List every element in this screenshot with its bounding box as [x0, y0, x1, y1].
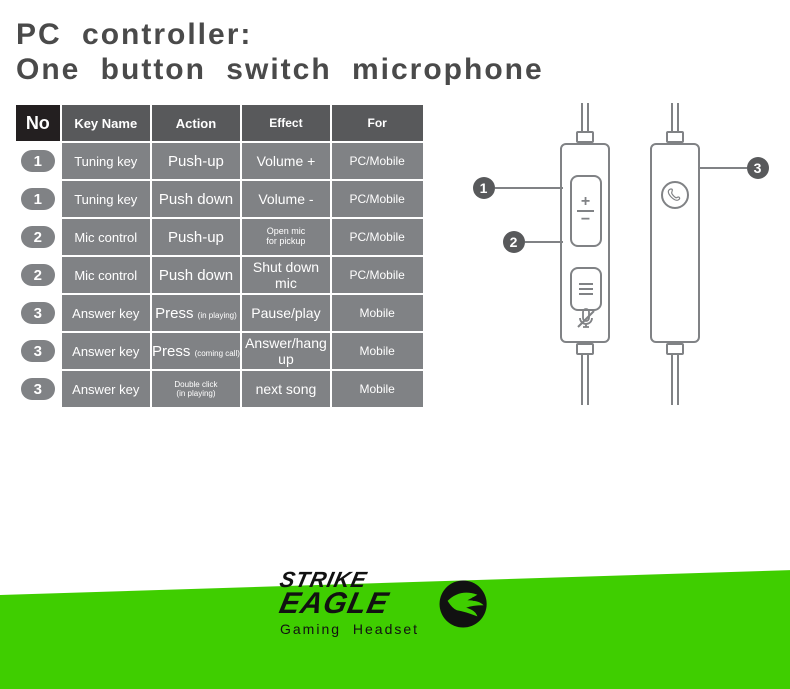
- switch-line: [579, 283, 593, 285]
- for-cell: PC/Mobile: [332, 219, 423, 255]
- for-cell: PC/Mobile: [332, 257, 423, 293]
- effect-cell: Volume +: [242, 143, 330, 179]
- mic-switch: [570, 267, 602, 311]
- table-body: 1Tuning keyPush-upVolume +PC/Mobile1Tuni…: [16, 143, 423, 407]
- key-name-cell: Answer key: [62, 371, 150, 407]
- row-number-pill: 3: [21, 340, 55, 362]
- row-number-cell: 1: [16, 181, 60, 217]
- row-number-pill: 2: [21, 226, 55, 248]
- title-area: PC controller: One button switch microph…: [0, 0, 790, 87]
- table-header-cell: For: [332, 105, 423, 141]
- effect-cell: next song: [242, 371, 330, 407]
- table-header-cell: No: [16, 105, 60, 141]
- key-name-cell: Answer key: [62, 333, 150, 369]
- for-cell: Mobile: [332, 371, 423, 407]
- brand-block: STRIKE EAGLE Gaming Headset: [280, 571, 491, 637]
- main-content-row: NoKey NameActionEffectFor 1Tuning keyPus…: [0, 87, 790, 409]
- table-row: 3 Answer keyDouble click(in playing)next …: [16, 371, 423, 407]
- callout-dot-3: 3: [747, 157, 769, 179]
- controller-pod-back: [650, 143, 700, 343]
- brand-subtitle: Gaming Headset: [280, 621, 419, 637]
- action-cell: Push-up: [152, 143, 240, 179]
- callout-dot-1: 1: [473, 177, 495, 199]
- plus-icon: +: [581, 194, 590, 210]
- controller-diagram: + −: [455, 103, 790, 403]
- key-name-cell: Mic control: [62, 257, 150, 293]
- row-number-cell: 1: [16, 143, 60, 179]
- callout-lead: [525, 241, 563, 243]
- row-number-cell: 3: [16, 295, 60, 331]
- action-cell: Double click(in playing): [152, 371, 240, 407]
- effect-cell: Answer/hang up: [242, 333, 330, 369]
- title-line-1: PC controller:: [16, 18, 790, 53]
- brand-line-2: EAGLE: [277, 590, 422, 617]
- controller-pod-front: + −: [560, 143, 610, 343]
- effect-cell: Volume -: [242, 181, 330, 217]
- table-row: 3 Answer keyPress (coming call)Answer/han…: [16, 333, 423, 369]
- effect-cell: Pause/play: [242, 295, 330, 331]
- table-row: 1 Tuning keyPush-upVolume +PC/Mobile: [16, 143, 423, 179]
- answer-button: [661, 181, 689, 209]
- row-number-pill: 1: [21, 188, 55, 210]
- callout-label: 2: [510, 234, 518, 250]
- for-cell: Mobile: [332, 333, 423, 369]
- wire: [581, 355, 589, 405]
- callout-dot-2: 2: [503, 231, 525, 253]
- table-row: 1 Tuning keyPush downVolume -PC/Mobile: [16, 181, 423, 217]
- callout-lead: [699, 167, 747, 169]
- for-cell: PC/Mobile: [332, 143, 423, 179]
- table-head: NoKey NameActionEffectFor: [16, 105, 423, 141]
- footer-bg: STRIKE EAGLE Gaming Headset: [0, 549, 790, 689]
- switch-line: [579, 293, 593, 295]
- wire-cap: [576, 131, 594, 143]
- table-row: 3 Answer keyPress (in playing)Pause/playM…: [16, 295, 423, 331]
- row-number-pill: 3: [21, 302, 55, 324]
- eagle-logo-icon: [429, 573, 491, 635]
- minus-icon: −: [581, 212, 590, 228]
- action-cell: Push down: [152, 257, 240, 293]
- row-number-pill: 3: [21, 378, 55, 400]
- effect-cell: Shut down mic: [242, 257, 330, 293]
- action-cell: Push-up: [152, 219, 240, 255]
- wire-cap: [576, 343, 594, 355]
- wire: [671, 355, 679, 405]
- callout-label: 1: [480, 180, 488, 196]
- table-header-cell: Effect: [242, 105, 330, 141]
- key-name-cell: Answer key: [62, 295, 150, 331]
- key-name-cell: Tuning key: [62, 143, 150, 179]
- table-row: 2 Mic controlPush downShut down micPC/Mob…: [16, 257, 423, 293]
- controls-table: NoKey NameActionEffectFor 1Tuning keyPus…: [14, 103, 425, 409]
- wire-cap: [666, 343, 684, 355]
- row-number-cell: 3: [16, 333, 60, 369]
- wire: [671, 103, 679, 133]
- action-cell: Press (coming call): [152, 333, 240, 369]
- title-line-2: One button switch microphone: [16, 53, 790, 88]
- action-cell: Push down: [152, 181, 240, 217]
- effect-cell: Open micfor pickup: [242, 219, 330, 255]
- row-number-pill: 1: [21, 150, 55, 172]
- row-number-cell: 3: [16, 371, 60, 407]
- key-name-cell: Tuning key: [62, 181, 150, 217]
- for-cell: PC/Mobile: [332, 181, 423, 217]
- key-name-cell: Mic control: [62, 219, 150, 255]
- action-cell: Press (in playing): [152, 295, 240, 331]
- brand-text: STRIKE EAGLE Gaming Headset: [280, 571, 419, 637]
- switch-line: [579, 288, 593, 290]
- row-number-cell: 2: [16, 219, 60, 255]
- table-row: 2 Mic controlPush-upOpen micfor pickupPC/…: [16, 219, 423, 255]
- mic-mute-icon: [574, 307, 598, 331]
- callout-label: 3: [754, 160, 762, 176]
- for-cell: Mobile: [332, 295, 423, 331]
- wire-cap: [666, 131, 684, 143]
- footer: STRIKE EAGLE Gaming Headset: [0, 549, 790, 689]
- wire: [581, 103, 589, 133]
- table-header-cell: Key Name: [62, 105, 150, 141]
- table-header-cell: Action: [152, 105, 240, 141]
- callout-lead: [495, 187, 563, 189]
- volume-rocker: + −: [570, 175, 602, 247]
- phone-icon: [667, 187, 683, 203]
- row-number-cell: 2: [16, 257, 60, 293]
- page: PC controller: One button switch microph…: [0, 0, 790, 689]
- row-number-pill: 2: [21, 264, 55, 286]
